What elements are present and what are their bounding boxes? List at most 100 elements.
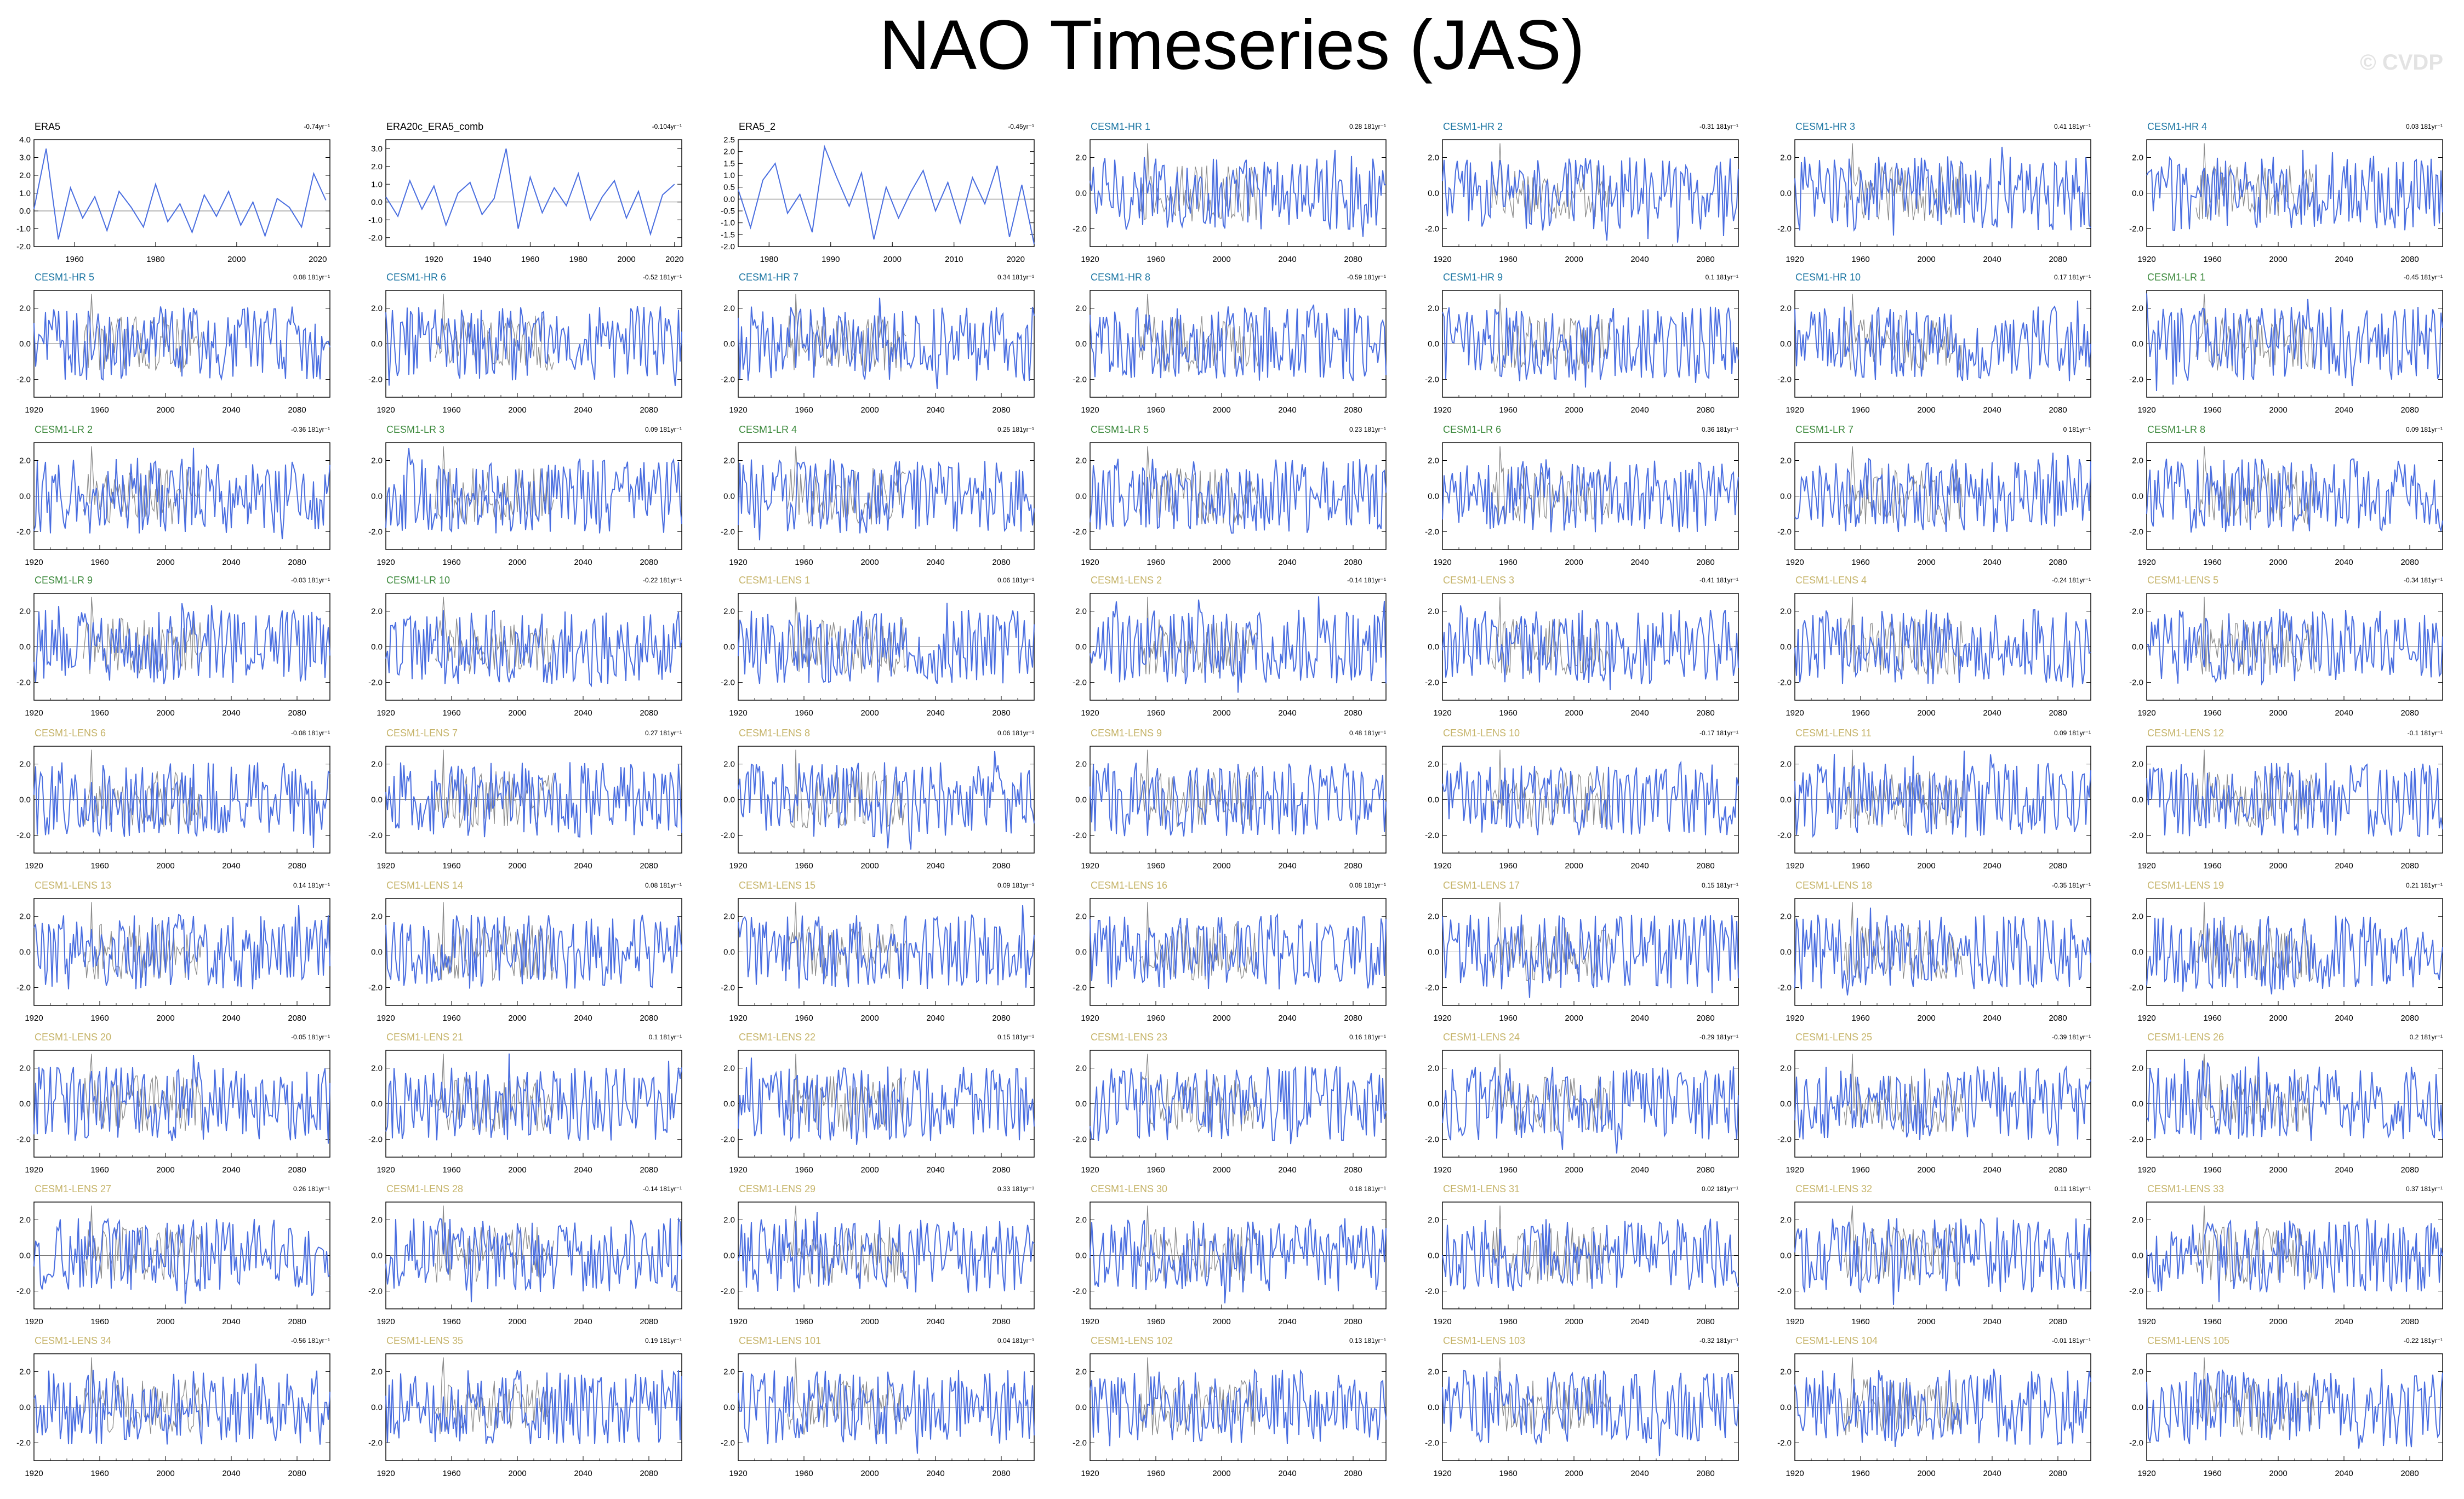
y-tick-label: 2.0 [2132, 760, 2143, 769]
x-tick-label: 1960 [1147, 255, 1165, 264]
observed-overlay-line [1491, 1054, 1611, 1132]
y-tick-label: 0.0 [371, 1403, 383, 1412]
x-tick-label: 2040 [222, 861, 240, 871]
series-line [2146, 458, 2443, 533]
y-tick-label: 0.0 [19, 796, 31, 805]
x-tick-label: 1960 [1499, 861, 1517, 871]
panel-title: CESM1-LENS 1 [739, 575, 810, 586]
x-tick-label: 1920 [25, 558, 43, 567]
y-tick-label: 0.0 [1780, 796, 1792, 805]
x-tick-label: 2000 [508, 1317, 526, 1326]
nao-panel: CESM1-LENS 33 0.37 181yr⁻¹ 2.0 0.0 -2.0 1920 1… [2129, 1183, 2443, 1326]
x-tick-label: 1960 [1499, 1165, 1517, 1175]
x-tick-label: 2080 [2400, 255, 2419, 264]
x-tick-label: 1920 [1786, 861, 1804, 871]
y-tick-label: 0.0 [1780, 492, 1792, 501]
cvdp-watermark: © CVDP [2360, 50, 2443, 75]
x-tick-label: 2040 [1630, 255, 1649, 264]
y-tick-label: -2.0 [16, 678, 31, 688]
x-tick-label: 2080 [2400, 1469, 2419, 1478]
x-tick-label: 2080 [2049, 1469, 2067, 1478]
y-tick-label: 0.0 [723, 340, 735, 349]
x-tick-label: 2040 [1630, 405, 1649, 415]
x-tick-label: 2040 [222, 1165, 240, 1175]
panel-trend: -0.34 181yr⁻¹ [2404, 576, 2443, 584]
y-tick-label: 2.0 [19, 1216, 31, 1225]
nao-panel: CESM1-LENS 27 0.26 181yr⁻¹ 2.0 0.0 -2.0 1920 1… [16, 1183, 330, 1326]
y-tick-label: -2.0 [368, 1439, 383, 1448]
observed-overlay-line [787, 902, 906, 980]
series-line [1442, 605, 1739, 690]
panel-trend: 0.08 181yr⁻¹ [645, 882, 682, 889]
series-line [1794, 1065, 2091, 1146]
panel-trend: 0.34 181yr⁻¹ [997, 273, 1034, 281]
x-tick-label: 1920 [2137, 1165, 2155, 1175]
nao-panel: ERA5 -0.74yr⁻¹ 4.0 3.0 2.0 1.0 0.0 -1.0 -2.0 1960… [16, 121, 330, 264]
y-tick-label: -2.0 [16, 1287, 31, 1296]
y-tick-label: 2.0 [723, 912, 735, 922]
panel-title: CESM1-LENS 35 [386, 1335, 463, 1346]
x-tick-label: 1920 [729, 1165, 747, 1175]
x-tick-label: 1960 [795, 861, 813, 871]
nao-panel: CESM1-LENS 18 -0.35 181yr⁻¹ 2.0 0.0 -2.0 1920… [1777, 880, 2091, 1023]
x-tick-label: 2000 [1565, 1469, 1583, 1478]
y-tick-label: -2.0 [16, 528, 31, 537]
nao-panel: CESM1-HR 1 0.28 181yr⁻¹ 2.0 0.0 -2.0 1920 1960… [1073, 121, 1387, 264]
panel-trend: -0.22 181yr⁻¹ [643, 576, 682, 584]
x-tick-label: 2080 [1696, 708, 1714, 718]
x-tick-label: 1960 [442, 1165, 460, 1175]
y-tick-label: -2.0 [2129, 528, 2143, 537]
x-tick-label: 2000 [156, 1469, 174, 1478]
y-tick-label: 2.0 [1780, 456, 1792, 466]
series-line [1794, 609, 2091, 688]
x-tick-label: 1920 [1433, 558, 1451, 567]
x-tick-label: 2080 [992, 558, 1010, 567]
nao-panel: CESM1-LENS 11 0.09 181yr⁻¹ 2.0 0.0 -2.0 1920 1… [1777, 728, 2091, 871]
nao-panel: ERA20c_ERA5_comb -0.104yr⁻¹ 3.0 2.0 1.0 0.0 -1… [368, 121, 683, 264]
x-tick-label: 1960 [1499, 405, 1517, 415]
observed-overlay-line [787, 294, 906, 372]
series-line [1090, 762, 1387, 837]
x-tick-label: 1920 [25, 1165, 43, 1175]
x-tick-label: 2040 [1630, 1317, 1649, 1326]
y-tick-label: 2.0 [723, 1216, 735, 1225]
panel-trend: 0.06 181yr⁻¹ [997, 729, 1034, 737]
y-tick-label: 2.0 [1780, 1216, 1792, 1225]
x-tick-label: 2000 [860, 558, 879, 567]
panel-trend: 0.19 181yr⁻¹ [645, 1337, 682, 1344]
x-tick-label: 2080 [1696, 558, 1714, 567]
y-tick-label: 1.5 [723, 159, 735, 168]
x-tick-label: 2000 [1917, 255, 1935, 264]
x-tick-label: 2080 [1344, 405, 1362, 415]
x-tick-label: 2000 [860, 1317, 879, 1326]
x-tick-label: 1960 [2203, 1165, 2221, 1175]
x-tick-label: 2040 [222, 405, 240, 415]
x-tick-label: 2000 [617, 255, 635, 264]
panel-trend: 0.25 181yr⁻¹ [997, 426, 1034, 433]
y-tick-label: -2.0 [1425, 1439, 1439, 1448]
series-line [1794, 907, 2091, 995]
y-tick-label: 2.0 [19, 912, 31, 922]
nao-panel: CESM1-HR 4 0.03 181yr⁻¹ 2.0 0.0 -2.0 1920 1960… [2129, 121, 2443, 264]
series-line [385, 1053, 682, 1141]
y-tick-label: 2.0 [371, 1368, 383, 1377]
y-tick-label: 0.0 [19, 1251, 31, 1261]
y-tick-label: 0.0 [1428, 340, 1439, 349]
y-tick-label: 0.0 [723, 948, 735, 957]
y-tick-label: -2.0 [2129, 375, 2143, 385]
y-tick-label: 0.0 [371, 1251, 383, 1261]
x-tick-label: 2000 [508, 405, 526, 415]
x-tick-label: 2080 [992, 861, 1010, 871]
x-tick-label: 2080 [2400, 558, 2419, 567]
nao-panel: CESM1-LR 1 -0.45 181yr⁻¹ 2.0 0.0 -2.0 1920 196… [2129, 272, 2443, 415]
x-tick-label: 2080 [1696, 255, 1714, 264]
x-tick-label: 2080 [2049, 1317, 2067, 1326]
y-tick-label: 2.0 [19, 760, 31, 769]
series-line [1794, 751, 2091, 838]
nao-panel: CESM1-LENS 23 0.16 181yr⁻¹ 2.0 0.0 -2.0 1920 1… [1073, 1032, 1387, 1175]
x-tick-label: 2000 [1917, 1317, 1935, 1326]
x-tick-label: 1960 [521, 255, 539, 264]
nao-panel: CESM1-LENS 22 0.15 181yr⁻¹ 2.0 0.0 -2.0 1920 1… [721, 1032, 1035, 1175]
x-tick-label: 1960 [795, 1014, 813, 1023]
nao-panel: CESM1-LR 2 -0.36 181yr⁻¹ 2.0 0.0 -2.0 1920 196… [16, 424, 330, 567]
